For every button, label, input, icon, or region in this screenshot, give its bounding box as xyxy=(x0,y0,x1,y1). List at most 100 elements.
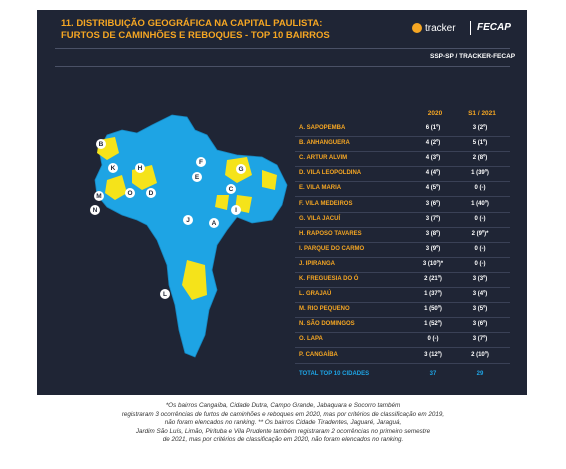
value-2021: 29 xyxy=(476,370,484,377)
marker-label: L xyxy=(163,291,167,298)
row-label: D. VILA LEOPOLDINA xyxy=(299,170,362,177)
marker-label: B xyxy=(99,141,104,148)
table-row: O. LAPA 0 (-) 3 (7º) xyxy=(295,332,510,349)
marker-label: F xyxy=(199,159,203,166)
value-2021: 2 (9º)* xyxy=(471,230,489,237)
table-row: L. GRAJAÚ 1 (37º) 3 (4º) xyxy=(295,287,510,304)
value-2020: 3 (6º) xyxy=(425,200,441,207)
marker xyxy=(96,139,106,149)
value-2020: 1 (50º) xyxy=(424,306,442,313)
logo-text: tracker xyxy=(425,23,456,34)
value-2020: 3 (7º) xyxy=(425,215,441,222)
footnote-line: registraram 3 ocorrências de furtos de c… xyxy=(121,410,445,418)
row-label: B. ANHANGUERA xyxy=(299,140,350,147)
table-row: D. VILA LEOPOLDINA 4 (4º) 1 (39º) xyxy=(295,166,510,183)
value-2021: 0 (-) xyxy=(474,260,486,267)
district xyxy=(105,175,127,200)
value-2021: 3 (6º) xyxy=(472,321,488,328)
value-2021: 3 (3º) xyxy=(472,276,488,282)
marker xyxy=(231,205,241,215)
row-label: F. VILA MEDEIROS xyxy=(299,200,353,207)
table-row: I. PARQUE DO CARMO 3 (9º) 0 (-) xyxy=(295,242,510,258)
column-header: S1 / 2021 xyxy=(468,110,496,117)
logo-tracker: tracker xyxy=(412,23,456,34)
footnote-line: *Os bairros Cangaíba, Cidade Dutra, Camp… xyxy=(165,402,401,409)
marker-label: D xyxy=(149,190,154,197)
source: SSP-SP / TRACKER-FECAP xyxy=(430,53,516,60)
marker xyxy=(108,163,118,173)
value-2021: 2 (10º) xyxy=(471,351,489,358)
value-2021: 3 (7º) xyxy=(472,336,488,343)
value-2021: 0 (-) xyxy=(474,245,486,252)
value-2020: 3 (9º) xyxy=(425,245,441,252)
table-row: H. RAPOSO TAVARES 3 (8º) 2 (9º)* xyxy=(295,227,510,243)
value-2021: 1 (40º) xyxy=(471,200,489,207)
marker xyxy=(125,188,135,198)
row-label: O. LAPA xyxy=(299,336,323,343)
marker xyxy=(94,191,104,201)
title: 11. DISTRIBUIÇÃO GEOGRÁFICA NA CAPITAL P… xyxy=(61,18,323,29)
value-2020: 4 (3º) xyxy=(425,155,441,162)
district xyxy=(215,195,229,210)
column-header: 2020 xyxy=(427,110,443,117)
district xyxy=(182,260,207,300)
city-shape xyxy=(94,114,288,358)
marker xyxy=(160,289,170,299)
row-label: TOTAL TOP 10 CIDADES xyxy=(299,370,370,377)
value-2021: 5 (1º) xyxy=(472,140,488,147)
title: FURTOS DE CAMINHÕES E REBOQUES - TOP 10 … xyxy=(61,30,330,41)
table-row: G. VILA JACUÍ 3 (7º) 0 (-) xyxy=(295,212,510,228)
row-label: K. FREGUESIA DO Ó xyxy=(299,276,359,282)
divider xyxy=(470,21,471,35)
value-2021: 3 (2º) xyxy=(472,125,488,131)
panel: 11. DISTRIBUIÇÃO GEOGRÁFICA NA CAPITAL P… xyxy=(37,10,527,395)
marker-label: G xyxy=(238,166,243,173)
map: B K H MN O D F G E C J A I L xyxy=(90,114,288,358)
row-label: I. PARQUE DO CARMO xyxy=(299,245,365,252)
marker-label: M xyxy=(96,193,101,200)
marker xyxy=(90,205,100,215)
row-label: C. ARTUR ALVIM xyxy=(299,155,348,162)
value-2020: 3 (12º) xyxy=(424,351,442,358)
row-label: J. IPIRANGA xyxy=(299,260,336,267)
value-2021: 0 (-) xyxy=(474,185,486,192)
marker-label: K xyxy=(111,165,116,172)
marker-label: C xyxy=(229,186,234,193)
value-2021: 1 (39º) xyxy=(471,170,489,177)
row-label: P. CANGAÍBA xyxy=(299,351,338,358)
row-label: E. VILA MARIA xyxy=(299,185,342,192)
footnote-line: de 2021, mas por critérios de classifica… xyxy=(162,436,404,443)
table-row: TOTAL TOP 10 CIDADES 37 29 xyxy=(295,367,510,382)
value-2020: 3 (8º) xyxy=(425,230,441,237)
value-2020: 37 xyxy=(429,370,437,377)
marker-label: N xyxy=(93,207,98,214)
marker xyxy=(183,215,193,225)
value-2020: 4 (2º) xyxy=(425,140,441,147)
marker-label: I xyxy=(235,207,237,214)
table-row: P. CANGAÍBA 3 (12º) 2 (10º) xyxy=(295,348,510,364)
row-label: L. GRAJAÚ xyxy=(299,291,332,298)
table-row: E. VILA MARIA 4 (5º) 0 (-) xyxy=(295,181,510,198)
value-2020: 2 (21º) xyxy=(424,276,442,282)
value-2021: 3 (4º) xyxy=(472,291,488,298)
table-row: K. FREGUESIA DO Ó 2 (21º) 3 (3º) xyxy=(295,272,510,288)
marker xyxy=(192,172,202,182)
row-label: M. RIO PEQUENO xyxy=(299,306,350,313)
value-2020: 4 (4º) xyxy=(425,170,441,177)
marker-label: H xyxy=(138,165,143,172)
row-label: N. SÃO DOMINGOS xyxy=(299,321,355,328)
row-label: H. RAPOSO TAVARES xyxy=(299,230,362,237)
rule xyxy=(55,66,510,67)
row-label: A. SAPOPEMBA xyxy=(299,125,346,131)
district xyxy=(262,170,277,190)
table-row: N. SÃO DOMINGOS 1 (52º) 3 (6º) xyxy=(295,317,510,334)
marker xyxy=(146,188,156,198)
table-row: A. SAPOPEMBA 6 (1º) 3 (2º) xyxy=(295,121,510,137)
marker xyxy=(226,184,236,194)
value-2020: 6 (1º) xyxy=(425,125,441,131)
footnote-line: Jardim São Luís, Limão, Pirituba e Vila … xyxy=(135,427,431,435)
value-2021: 0 (-) xyxy=(474,215,486,222)
marker xyxy=(236,164,246,174)
value-2021: 3 (5º) xyxy=(472,306,488,313)
logo-fecap: FECAP xyxy=(477,22,511,33)
